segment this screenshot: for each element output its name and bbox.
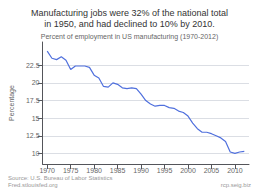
svg-text:10: 10	[32, 150, 40, 157]
svg-text:12.5: 12.5	[26, 132, 40, 139]
svg-text:1975: 1975	[63, 167, 79, 174]
svg-text:1980: 1980	[86, 167, 102, 174]
svg-text:22.5: 22.5	[26, 62, 40, 69]
svg-text:1990: 1990	[133, 167, 149, 174]
svg-text:1985: 1985	[110, 167, 126, 174]
svg-text:2010: 2010	[227, 167, 243, 174]
svg-text:Percent of employment in US ma: Percent of employment in US manufacturin…	[41, 33, 218, 41]
svg-text:2005: 2005	[204, 167, 220, 174]
svg-text:15: 15	[32, 115, 40, 122]
svg-text:rcp.seig.biz: rcp.seig.biz	[221, 182, 251, 188]
svg-text:Source: U.S. Bureau of Labor S: Source: U.S. Bureau of Labor Statistics	[8, 175, 112, 181]
svg-text:Fred.stlouisfed.org: Fred.stlouisfed.org	[8, 182, 58, 188]
svg-text:Percentage: Percentage	[8, 85, 16, 121]
svg-text:1970: 1970	[39, 167, 55, 174]
svg-text:20: 20	[32, 79, 40, 86]
svg-text:17.5: 17.5	[26, 97, 40, 104]
svg-text:1995: 1995	[157, 167, 173, 174]
svg-text:Manufacturing jobs were 32% of: Manufacturing jobs were 32% of the natio…	[31, 8, 228, 18]
svg-text:2000: 2000	[180, 167, 196, 174]
svg-text:in 1950, and had declined to 1: in 1950, and had declined to 10% by 2010…	[44, 19, 215, 29]
